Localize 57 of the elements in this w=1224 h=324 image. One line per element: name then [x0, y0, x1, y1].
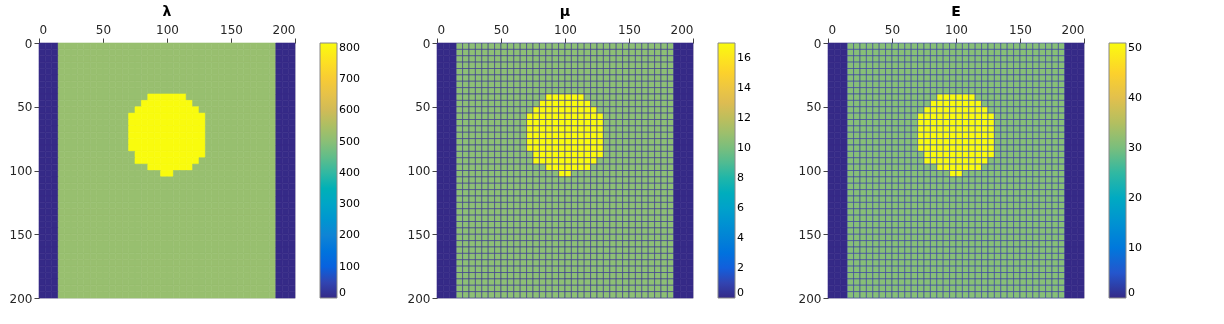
- y-tick-label: 100: [798, 164, 822, 178]
- x-tick-label: 100: [156, 22, 179, 37]
- x-tick-label: 50: [884, 22, 901, 37]
- color-bar-label: 2: [737, 261, 744, 274]
- color-bar-label: 12: [737, 111, 751, 124]
- x-tick-label: 100: [945, 22, 968, 37]
- x-tick-label: 0: [828, 22, 837, 37]
- color-bar-label: 100: [339, 259, 360, 273]
- color-bar-label: 400: [339, 165, 360, 179]
- color-bar-label: 800: [339, 40, 360, 54]
- color-bar-label: 30: [1128, 141, 1142, 154]
- color-bar-label: 300: [339, 197, 360, 211]
- color-bar-label: 0: [737, 286, 744, 299]
- x-tick-label: 50: [95, 22, 112, 37]
- y-tick-label: 100: [407, 164, 431, 178]
- chart-title: μ: [559, 3, 571, 19]
- y-tick-label: 0: [813, 36, 822, 51]
- y-tick-label: 50: [806, 100, 822, 115]
- x-tick-label: 0: [437, 22, 446, 37]
- color-bar-label: 50: [1128, 41, 1142, 54]
- y-tick-label: 50: [415, 100, 431, 115]
- color-bar-label: 0: [339, 286, 346, 299]
- x-tick-label: 0: [39, 22, 48, 37]
- x-tick-label: 200: [272, 22, 296, 37]
- color-bar-label: 10: [737, 141, 751, 154]
- y-tick-label: 150: [798, 227, 822, 242]
- y-tick-label: 150: [407, 227, 431, 242]
- x-tick-label: 150: [220, 22, 243, 37]
- x-tick-label: 150: [618, 22, 641, 37]
- y-tick-label: 200: [407, 291, 431, 306]
- y-tick-label: 200: [9, 291, 33, 306]
- x-tick-label: 50: [493, 22, 510, 37]
- color-bar-label: 500: [339, 134, 360, 148]
- x-tick-label: 200: [670, 22, 694, 37]
- color-bar-label: 6: [737, 201, 744, 214]
- chart-title: E: [951, 3, 961, 19]
- y-tick-label: 150: [9, 227, 33, 242]
- color-bar-label: 8: [737, 171, 744, 184]
- color-bar-label: 200: [339, 228, 360, 242]
- color-bar-label: 14: [737, 81, 751, 94]
- chart-title: λ: [162, 3, 172, 19]
- color-bar-label: 20: [1128, 191, 1142, 204]
- color-bar-label: 600: [339, 103, 360, 117]
- y-tick-label: 50: [17, 100, 33, 115]
- y-tick-label: 0: [24, 36, 33, 51]
- y-tick-label: 200: [798, 291, 822, 306]
- y-tick-label: 100: [9, 164, 33, 178]
- color-bar-label: 0: [1128, 286, 1135, 299]
- color-bar-label: 40: [1128, 91, 1142, 104]
- color-bar-label: 16: [737, 51, 751, 64]
- color-bar-label: 700: [339, 71, 360, 85]
- x-tick-label: 150: [1009, 22, 1032, 37]
- color-bar-label: 10: [1128, 241, 1142, 254]
- x-tick-label: 200: [1061, 22, 1085, 37]
- y-tick-label: 0: [422, 36, 431, 51]
- color-bar-label: 4: [737, 231, 744, 244]
- x-tick-label: 100: [554, 22, 577, 37]
